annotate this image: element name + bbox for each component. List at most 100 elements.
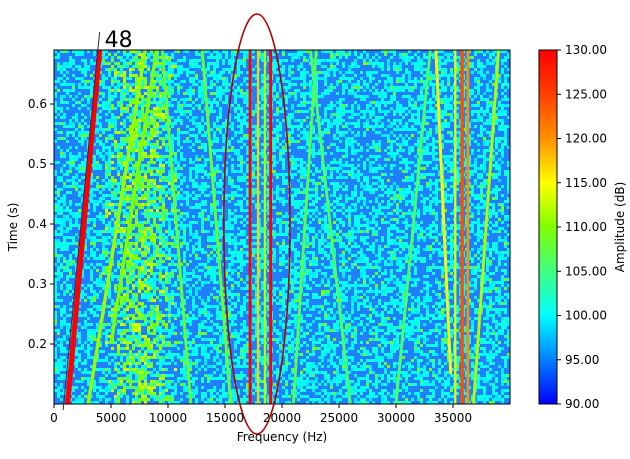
heatmap-cell: [276, 233, 279, 236]
heatmap-cell: [408, 89, 411, 92]
heatmap-cell: [162, 203, 165, 206]
heatmap-cell: [402, 89, 405, 92]
heatmap-cell: [216, 50, 219, 53]
heatmap-cell: [351, 203, 354, 206]
heatmap-cell: [156, 203, 159, 206]
heatmap-cell: [321, 194, 324, 197]
heatmap-cell: [138, 230, 141, 233]
heatmap-cell: [102, 56, 105, 59]
heatmap-cell: [339, 173, 342, 176]
heatmap-cell: [99, 164, 102, 167]
heatmap-cell: [159, 236, 162, 239]
heatmap-cell: [483, 98, 486, 101]
heatmap-cell: [144, 65, 147, 68]
heatmap-cell: [159, 101, 162, 104]
heatmap-cell: [189, 233, 192, 236]
heatmap-cell: [321, 218, 324, 221]
heatmap-cell: [477, 89, 480, 92]
heatmap-cell: [261, 209, 264, 212]
heatmap-cell: [252, 68, 255, 71]
heatmap-cell: [63, 224, 66, 227]
heatmap-cell: [354, 236, 357, 239]
heatmap-cell: [153, 167, 156, 170]
heatmap-cell: [138, 128, 141, 131]
heatmap-cell: [381, 188, 384, 191]
heatmap-cell: [231, 158, 234, 161]
heatmap-cell: [81, 185, 84, 188]
heatmap-cell: [114, 53, 117, 56]
heatmap-cell: [303, 86, 306, 89]
heatmap-cell: [189, 227, 192, 230]
heatmap-cell: [87, 65, 90, 68]
heatmap-cell: [351, 140, 354, 143]
heatmap-cell: [177, 110, 180, 113]
heatmap-cell: [171, 209, 174, 212]
heatmap-cell: [450, 233, 453, 236]
heatmap-cell: [105, 230, 108, 233]
heatmap-cell: [351, 122, 354, 125]
heatmap-cell: [129, 128, 132, 131]
heatmap-cell: [126, 92, 129, 95]
heatmap-cell: [87, 68, 90, 71]
heatmap-cell: [420, 62, 423, 65]
heatmap-cell: [480, 200, 483, 203]
heatmap-cell: [129, 68, 132, 71]
heatmap-cell: [306, 149, 309, 152]
heatmap-cell: [315, 182, 318, 185]
heatmap-cell: [402, 197, 405, 200]
heatmap-cell: [405, 200, 408, 203]
heatmap-cell: [504, 125, 507, 128]
heatmap-cell: [117, 161, 120, 164]
heatmap-cell: [396, 206, 399, 209]
heatmap-cell: [78, 164, 81, 167]
heatmap-cell: [246, 125, 249, 128]
heatmap-cell: [456, 95, 459, 98]
heatmap-cell: [78, 152, 81, 155]
heatmap-cell: [198, 92, 201, 95]
heatmap-cell: [276, 185, 279, 188]
heatmap-cell: [324, 227, 327, 230]
heatmap-cell: [315, 77, 318, 80]
heatmap-cell: [420, 221, 423, 224]
heatmap-cell: [276, 140, 279, 143]
heatmap-cell: [99, 152, 102, 155]
heatmap-cell: [324, 110, 327, 113]
heatmap-cell: [156, 86, 159, 89]
heatmap-cell: [102, 74, 105, 77]
heatmap-cell: [288, 116, 291, 119]
heatmap-cell: [390, 89, 393, 92]
heatmap-cell: [60, 107, 63, 110]
heatmap-cell: [294, 56, 297, 59]
heatmap-cell: [159, 176, 162, 179]
heatmap-cell: [420, 80, 423, 83]
heatmap-cell: [294, 167, 297, 170]
heatmap-cell: [339, 113, 342, 116]
heatmap-cell: [456, 65, 459, 68]
heatmap-cell: [171, 116, 174, 119]
heatmap-cell: [132, 89, 135, 92]
heatmap-cell: [213, 101, 216, 104]
heatmap-cell: [180, 98, 183, 101]
heatmap-cell: [63, 74, 66, 77]
heatmap-cell: [468, 137, 471, 140]
heatmap-cell: [189, 158, 192, 161]
heatmap-cell: [396, 68, 399, 71]
heatmap-cell: [288, 149, 291, 152]
heatmap-cell: [402, 170, 405, 173]
heatmap-cell: [372, 71, 375, 74]
heatmap-cell: [471, 194, 474, 197]
heatmap-cell: [267, 143, 270, 146]
heatmap-cell: [168, 161, 171, 164]
heatmap-cell: [216, 158, 219, 161]
heatmap-cell: [429, 212, 432, 215]
heatmap-cell: [369, 101, 372, 104]
heatmap-cell: [477, 203, 480, 206]
heatmap-cell: [54, 110, 57, 113]
heatmap-cell: [159, 158, 162, 161]
heatmap-cell: [222, 140, 225, 143]
heatmap-cell: [366, 185, 369, 188]
heatmap-cell: [216, 53, 219, 56]
heatmap-cell: [492, 77, 495, 80]
heatmap-cell: [171, 62, 174, 65]
heatmap-cell: [354, 113, 357, 116]
